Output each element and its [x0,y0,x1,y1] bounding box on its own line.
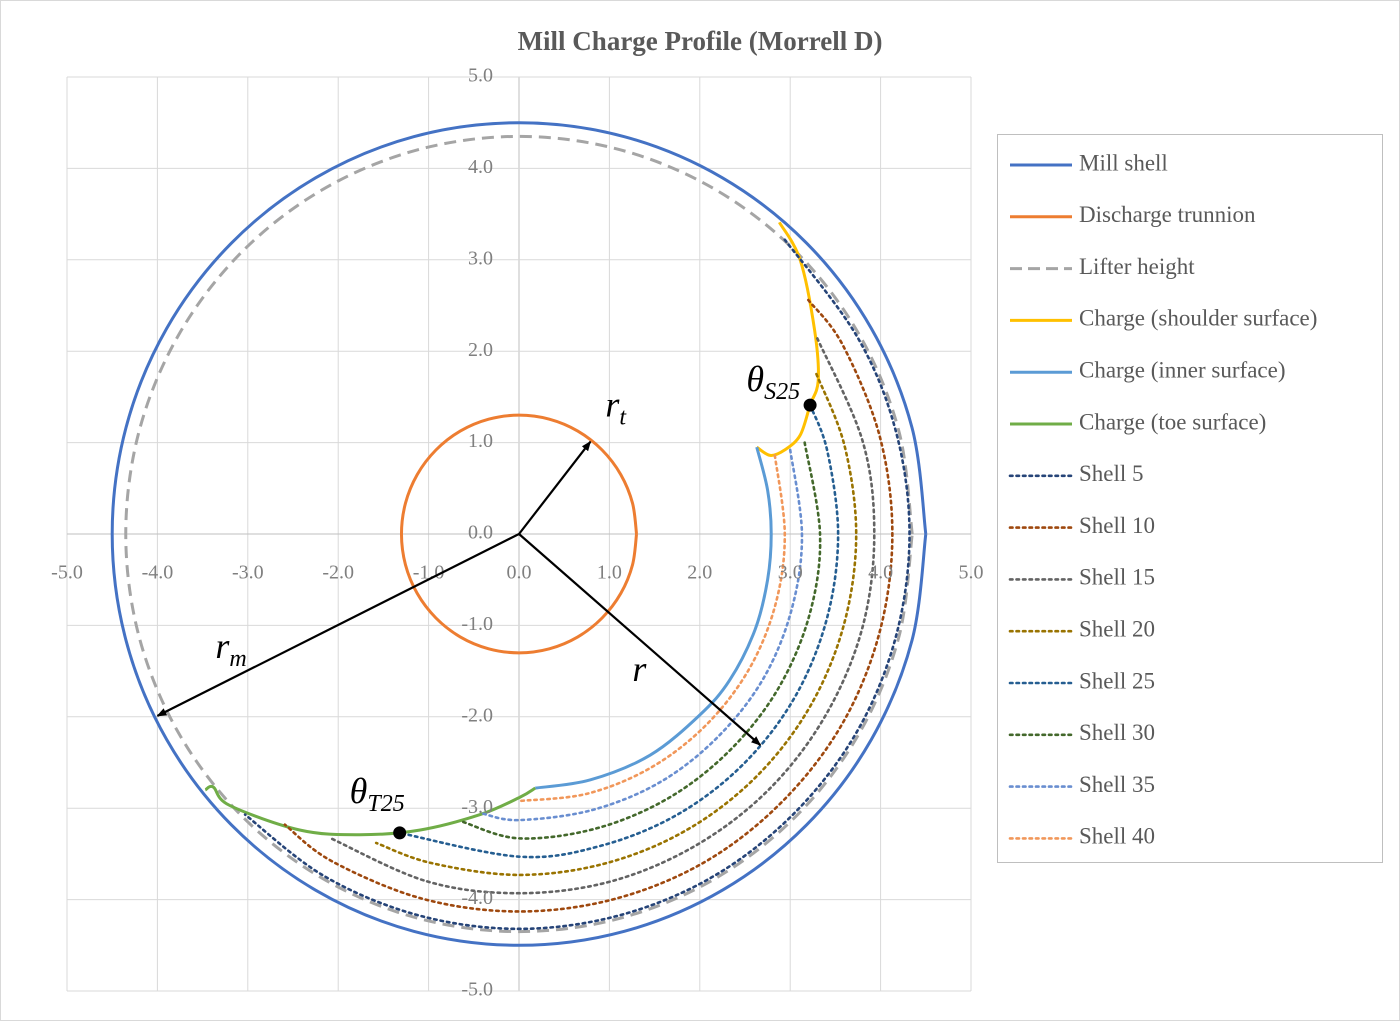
x-tick-label: -4.0 [142,562,174,584]
chart-title: Mill Charge Profile (Morrell D) [518,26,883,56]
annotation-label: rt [605,385,627,430]
series-line [481,448,804,822]
series-line [110,121,928,947]
series-line [204,784,537,837]
y-tick-label: -4.0 [461,887,493,909]
legend-label: Mill shell [1079,150,1168,175]
series-line [243,238,911,931]
y-tick-label: -2.0 [461,704,493,726]
legend-label: Charge (shoulder surface) [1079,306,1317,331]
annotation-symbol: r [632,649,647,689]
series-line [461,441,822,840]
y-tick-label: -1.0 [461,613,493,635]
x-tick-label: 3.0 [778,562,803,584]
annotation-symbol: r [605,385,620,425]
legend-label: Charge (inner surface) [1079,357,1285,382]
annotation-label: r [632,649,647,689]
legend-label: Shell 35 [1079,772,1155,797]
y-tick-label: -5.0 [461,979,493,1001]
legend-label: Shell 15 [1079,565,1155,590]
x-tick-label: 5.0 [959,562,984,584]
annotation-label: θS25 [746,359,800,404]
y-tick-label: 3.0 [468,247,493,269]
legend-label: Shell 40 [1079,824,1155,849]
x-tick-label: 2.0 [687,562,712,584]
x-tick-label: 1.0 [597,562,622,584]
x-tick-label: -2.0 [322,562,354,584]
series-line [283,298,894,913]
annotation-symbol: θ [350,771,368,811]
series-line [398,403,840,859]
legend-label: Shell 30 [1079,720,1155,745]
y-tick-label: 1.0 [468,430,493,452]
series-line [329,337,876,895]
y-tick-label: 0.0 [468,522,493,544]
legend-label: Charge (toe surface) [1079,409,1266,434]
annotation-subscript: m [229,645,246,671]
legend-label: Shell 20 [1079,616,1155,641]
plot-area: -5.0 -4.0 -3.0 -2.0 -1.0 0.0 1.0 2.0 3.0 4.0 5.0 -5… [51,65,983,1001]
x-tick-label: 4.0 [868,562,893,584]
annotation-symbol: r [215,626,230,666]
legend-label: Shell 10 [1079,513,1155,538]
y-tick-label: 5.0 [468,65,493,87]
legend-label: Lifter height [1079,254,1195,279]
series-line [374,372,858,877]
x-tick-label: -5.0 [51,562,83,584]
annotation-subscript: T25 [367,790,404,816]
annotation-label: rm [215,626,246,671]
series-line [124,134,914,934]
x-tick-label: -3.0 [232,562,264,584]
series-line [535,446,773,790]
annotation-point [393,826,407,840]
annotation-subscript: t [619,404,627,430]
y-tick-label: 4.0 [468,156,493,178]
legend-box [997,134,1383,863]
legend: Mill shell Discharge trunnion Lifter heigh… [1008,150,1317,849]
y-tick-label: 2.0 [468,339,493,361]
y-tick-label: -3.0 [461,796,493,818]
legend-label: Shell 25 [1079,668,1155,693]
annotation-point [803,398,817,412]
x-tick-label: 0.0 [507,562,532,584]
annotation-arrow [518,440,592,535]
annotation-arrow [156,533,520,717]
legend-label: Shell 5 [1079,461,1144,486]
x-tick-label: -1.0 [413,562,445,584]
annotation-symbol: θ [746,359,764,399]
series-line [399,413,639,655]
annotation-label: θT25 [350,771,405,816]
legend-label: Discharge trunnion [1079,202,1256,227]
series-line [519,454,787,803]
annotation-arrow [518,533,762,746]
annotation-subscript: S25 [764,379,800,405]
